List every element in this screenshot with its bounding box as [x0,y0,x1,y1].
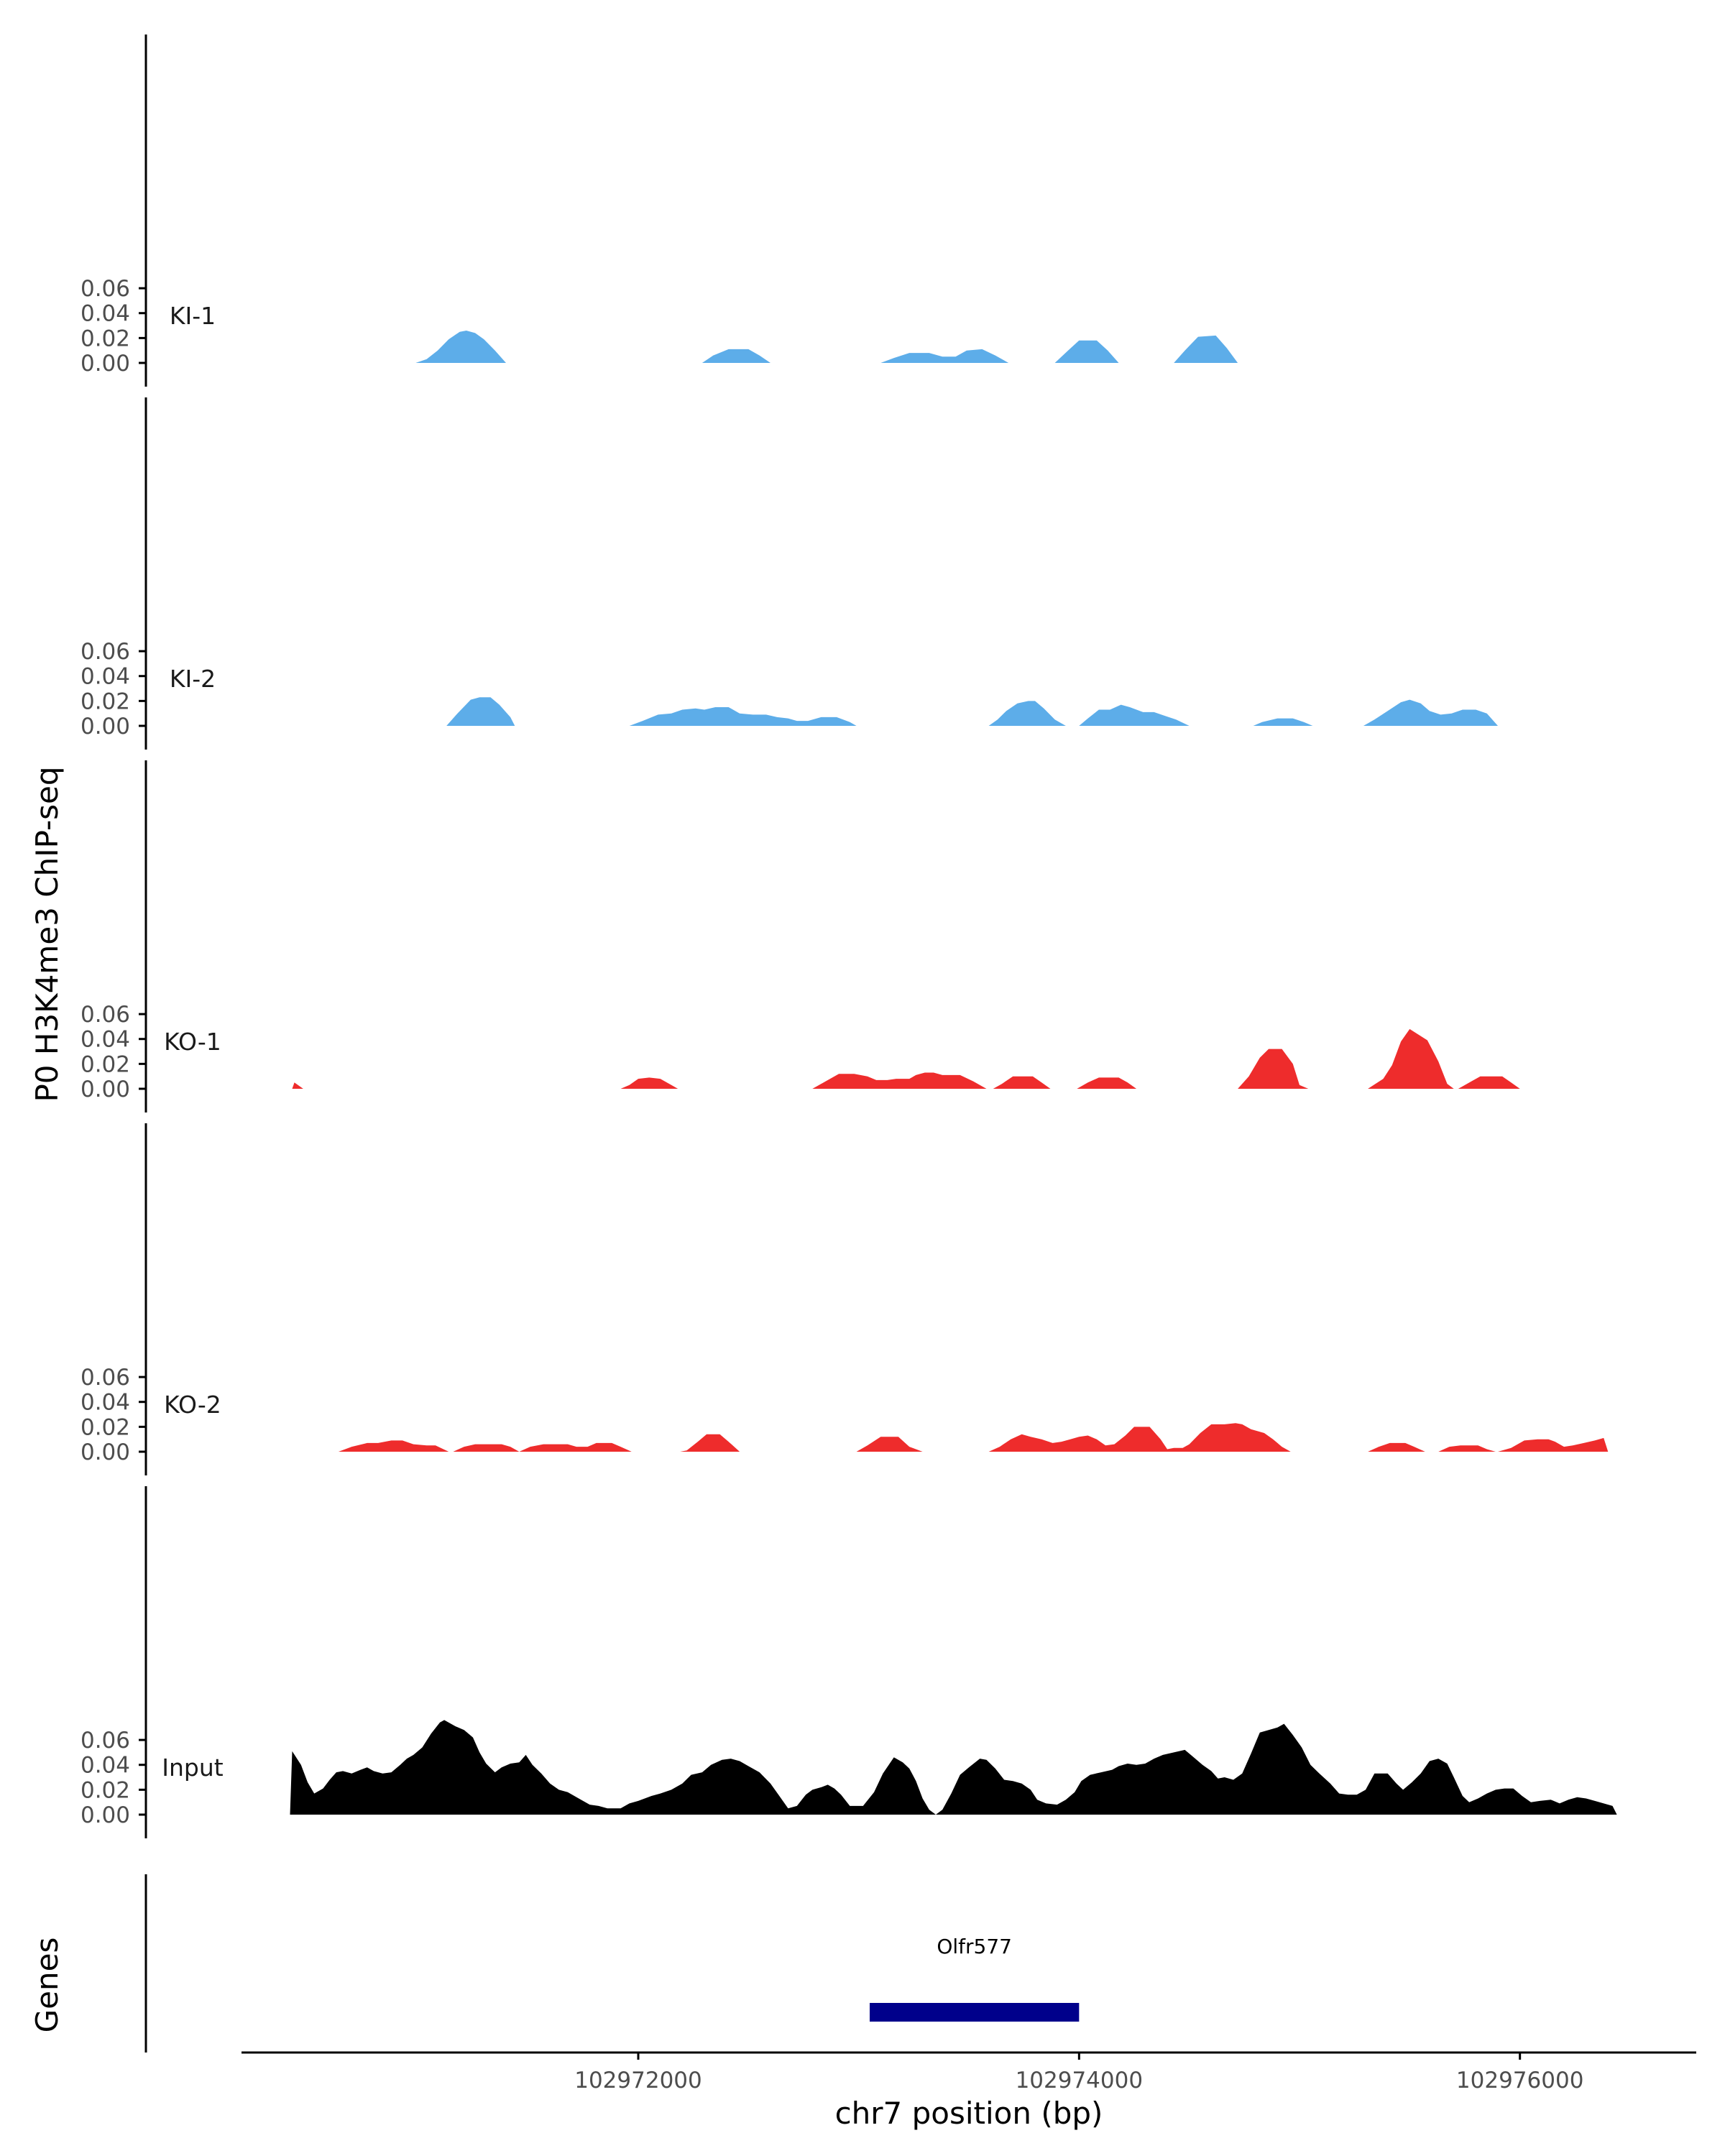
coverage-peak [1054,340,1119,363]
x-axis: 102972000 102974000 102976000 [242,2051,1696,2093]
coverage-peak [702,349,770,363]
track-ko-2: 0.000.020.040.06 KO-2 [80,1123,1609,1475]
genes-panel: Olfr577 [144,1874,1080,2053]
coverage-peak [446,697,515,726]
track-ko-1: 0.000.020.040.06 KO-1 [80,760,1520,1112]
track-label: KO-1 [164,1028,221,1056]
y-tick-label: 0.00 [80,1077,130,1102]
coverage-peak [1368,1028,1454,1089]
track-label: KO-2 [164,1391,221,1419]
coverage-peak [415,331,506,363]
y-tick-label: 0.02 [80,1414,130,1440]
coverage-peak [1458,1076,1520,1089]
coverage-peak [292,1082,303,1089]
gene-body [870,2003,1080,2022]
y-tick-label: 0.02 [80,1777,130,1803]
y-tick-label: 0.06 [80,1002,130,1028]
y-tick-label: 0.02 [80,1051,130,1077]
coverage-peak [290,1720,1617,1815]
coverage-peak [1438,1445,1496,1452]
coverage-peak [1174,335,1238,363]
y-tick-label: 0.06 [80,1728,130,1754]
track-label: KI-2 [170,665,216,693]
coverage-peak [453,1444,520,1452]
y-tick-label: 0.02 [80,326,130,351]
y-tick-label: 0.00 [80,1439,130,1465]
x-axis-title: chr7 position (bp) [835,2096,1103,2131]
y-tick-label: 0.00 [80,714,130,740]
y-tick-label: 0.06 [80,276,130,302]
y-tick-label: 0.00 [80,351,130,377]
y-tick-label: 0.04 [80,1027,130,1053]
y-tick-label: 0.04 [80,1390,130,1416]
coverage-peak [988,1423,1291,1452]
coverage-peak [620,1077,678,1089]
coverage-peak [1079,704,1190,726]
track-ki-2: 0.000.020.040.06 KI-2 [80,397,1498,750]
x-tick-label: 102974000 [1016,2068,1144,2093]
genes-panel-title: Genes [29,1938,65,2033]
y-axis-title: P0 H3K4me3 ChIP-seq [29,766,65,1102]
track-label: KI-1 [170,302,216,330]
y-tick-label: 0.00 [80,1802,130,1828]
x-tick-label: 102976000 [1456,2068,1584,2093]
coverage-peak [1238,1049,1309,1089]
coverage-peak [993,1076,1051,1089]
coverage-peak [1363,699,1498,726]
y-tick-label: 0.02 [80,688,130,714]
coverage-peak [1498,1437,1609,1452]
track-ki-1: 0.000.020.040.06 KI-1 [80,34,1238,387]
track-input: 0.000.020.040.06 Input [80,1486,1617,1838]
coverage-peak [812,1072,987,1089]
coverage-peak [1077,1077,1137,1089]
coverage-peak [856,1437,923,1452]
coverage-peak [988,701,1066,726]
y-tick-label: 0.06 [80,639,130,665]
coverage-peak [1368,1442,1425,1452]
y-tick-label: 0.06 [80,1365,130,1391]
y-tick-label: 0.04 [80,664,130,690]
coverage-peak [1253,718,1313,726]
track-label: Input [162,1754,224,1782]
x-tick-label: 102972000 [574,2068,702,2093]
y-tick-label: 0.04 [80,1753,130,1779]
coverage-peak [880,349,1009,363]
coverage-peak [338,1440,449,1452]
gene-label: Olfr577 [937,1935,1012,1958]
coverage-peak [519,1442,632,1452]
coverage-peak [629,707,857,726]
coverage-peak [680,1434,740,1452]
tracks-layer: 0.000.020.040.06KI-10.000.020.040.06KI-2… [80,34,1617,1838]
y-tick-label: 0.04 [80,301,130,327]
